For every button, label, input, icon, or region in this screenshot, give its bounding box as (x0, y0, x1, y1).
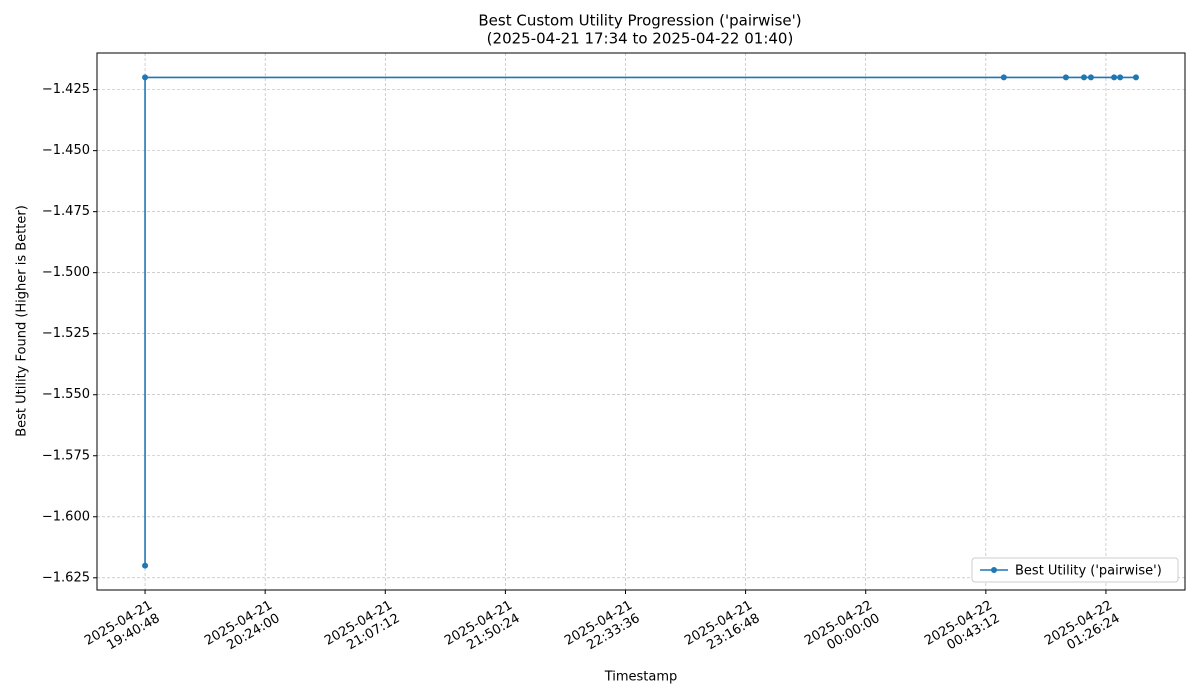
y-tick-label: −1.550 (42, 387, 90, 402)
y-tick-label: −1.450 (42, 143, 90, 158)
marker (1000, 74, 1007, 81)
y-tick-label: −1.600 (42, 509, 90, 524)
marker (1087, 74, 1094, 81)
plot-frame (96, 52, 1186, 591)
y-axis-label: Best Utility Found (Higher is Better) (15, 205, 30, 437)
legend-box (971, 557, 1179, 583)
y-tick-label: −1.575 (42, 448, 90, 463)
marker (1080, 74, 1087, 81)
marker (1062, 74, 1069, 81)
legend-marker (991, 567, 997, 573)
marker (1111, 74, 1118, 81)
legend-label: Best Utility ('pairwise') (1015, 564, 1162, 579)
chart-title: Best Custom Utility Progression ('pairwi… (478, 12, 801, 30)
y-tick-label: −1.625 (42, 570, 90, 585)
chart-subtitle: (2025-04-21 17:34 to 2025-04-22 01:40) (487, 30, 794, 48)
marker (142, 562, 149, 569)
marker (1132, 74, 1139, 81)
y-tick-label: −1.425 (42, 82, 90, 97)
y-tick-label: −1.525 (42, 326, 90, 341)
y-tick-label: −1.500 (42, 265, 90, 280)
y-tick-label: −1.475 (42, 204, 90, 219)
x-axis-label: Timestamp (604, 670, 678, 685)
marker (142, 74, 149, 81)
marker (1117, 74, 1124, 81)
